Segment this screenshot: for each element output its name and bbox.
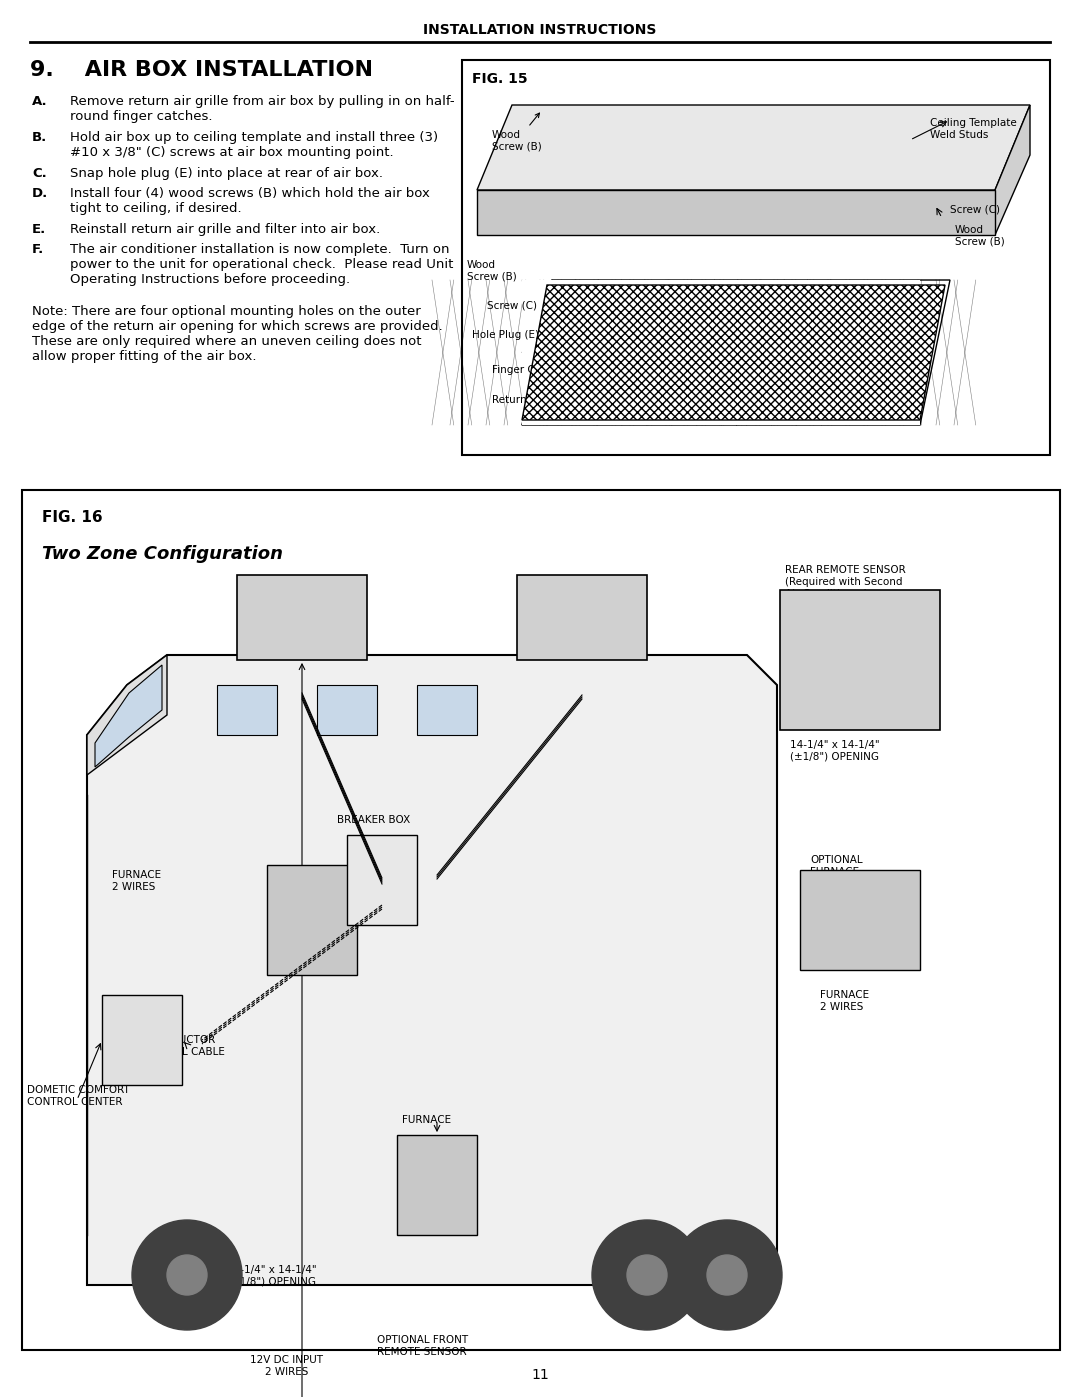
Text: Wood
Screw (B): Wood Screw (B) bbox=[467, 260, 516, 282]
Text: Screw (C): Screw (C) bbox=[950, 205, 1000, 215]
Text: 4-CONDUCTOR
CONTROL CABLE: 4-CONDUCTOR CONTROL CABLE bbox=[243, 630, 330, 651]
FancyBboxPatch shape bbox=[417, 685, 477, 735]
Text: Return Air Grille: Return Air Grille bbox=[492, 395, 576, 405]
FancyBboxPatch shape bbox=[318, 685, 377, 735]
FancyBboxPatch shape bbox=[347, 835, 417, 925]
Text: FURNACE: FURNACE bbox=[402, 1115, 451, 1125]
Text: Finger Catches: Finger Catches bbox=[492, 365, 569, 374]
Circle shape bbox=[592, 1220, 702, 1330]
Text: INSTALLATION INSTRUCTIONS: INSTALLATION INSTRUCTIONS bbox=[423, 22, 657, 36]
FancyBboxPatch shape bbox=[800, 870, 920, 970]
Text: FIG. 15: FIG. 15 bbox=[472, 73, 528, 87]
Polygon shape bbox=[87, 655, 777, 1285]
Text: D.: D. bbox=[32, 187, 49, 200]
Text: FURNACE
2 WIRES: FURNACE 2 WIRES bbox=[112, 870, 161, 891]
Text: Snap hole plug (E) into place at rear of air box.: Snap hole plug (E) into place at rear of… bbox=[70, 168, 383, 180]
Text: FURNACE
2 WIRES: FURNACE 2 WIRES bbox=[820, 990, 869, 1011]
Circle shape bbox=[132, 1220, 242, 1330]
Polygon shape bbox=[995, 105, 1030, 235]
FancyBboxPatch shape bbox=[102, 995, 183, 1085]
Text: 9.    AIR BOX INSTALLATION: 9. AIR BOX INSTALLATION bbox=[30, 60, 373, 80]
Polygon shape bbox=[477, 190, 995, 235]
Text: REAR REMOTE SENSOR
(Required with Second
Air Conditioner): REAR REMOTE SENSOR (Required with Second… bbox=[785, 564, 906, 598]
Text: Screw (C): Screw (C) bbox=[487, 300, 537, 310]
Text: Two Zone Configuration: Two Zone Configuration bbox=[42, 545, 283, 563]
Circle shape bbox=[672, 1220, 782, 1330]
Text: F.: F. bbox=[32, 243, 44, 256]
FancyBboxPatch shape bbox=[22, 490, 1059, 1350]
FancyBboxPatch shape bbox=[517, 576, 647, 659]
Text: Reinstall return air grille and filter into air box.: Reinstall return air grille and filter i… bbox=[70, 224, 380, 236]
FancyBboxPatch shape bbox=[522, 279, 920, 425]
Text: 115V AC
REAR A/C: 115V AC REAR A/C bbox=[537, 590, 586, 612]
Polygon shape bbox=[477, 105, 1030, 190]
Text: Remove return air grille from air box by pulling in on half-
round finger catche: Remove return air grille from air box by… bbox=[70, 95, 455, 123]
Polygon shape bbox=[95, 665, 162, 767]
Text: 4-CONDUCTOR
CONTROL CABLE: 4-CONDUCTOR CONTROL CABLE bbox=[137, 1035, 225, 1056]
Text: The air conditioner installation is now complete.  Turn on
power to the unit for: The air conditioner installation is now … bbox=[70, 243, 454, 286]
Text: FIG. 16: FIG. 16 bbox=[42, 510, 103, 525]
Text: OPTIONAL
FURNACE: OPTIONAL FURNACE bbox=[810, 855, 863, 876]
Text: Ceiling Template
Weld Studs: Ceiling Template Weld Studs bbox=[930, 117, 1016, 140]
Text: B.: B. bbox=[32, 131, 48, 144]
Circle shape bbox=[627, 1255, 667, 1295]
Text: 12V DC INPUT
2 WIRES: 12V DC INPUT 2 WIRES bbox=[251, 1355, 324, 1376]
Text: C.: C. bbox=[32, 168, 46, 180]
Text: 14-1/4" x 14-1/4"
(±1/8") OPENING: 14-1/4" x 14-1/4" (±1/8") OPENING bbox=[227, 1266, 316, 1287]
FancyBboxPatch shape bbox=[780, 590, 940, 731]
Text: Wood
Screw (B): Wood Screw (B) bbox=[492, 113, 542, 152]
Text: DOMETIC COMFORT
CONTROL CENTER: DOMETIC COMFORT CONTROL CENTER bbox=[27, 1085, 130, 1106]
Text: E.: E. bbox=[32, 224, 46, 236]
Text: 11: 11 bbox=[531, 1368, 549, 1382]
Text: Note: There are four optional mounting holes on the outer
edge of the return air: Note: There are four optional mounting h… bbox=[32, 305, 443, 363]
Circle shape bbox=[707, 1255, 747, 1295]
FancyBboxPatch shape bbox=[267, 865, 357, 975]
FancyBboxPatch shape bbox=[397, 1134, 477, 1235]
Text: Install four (4) wood screws (B) which hold the air box
tight to ceiling, if des: Install four (4) wood screws (B) which h… bbox=[70, 187, 430, 215]
Polygon shape bbox=[522, 285, 945, 420]
Text: BREAKER BOX: BREAKER BOX bbox=[337, 814, 410, 826]
Text: Hole Plug (E): Hole Plug (E) bbox=[472, 330, 539, 339]
Polygon shape bbox=[87, 655, 167, 775]
Text: Wood
Screw (B): Wood Screw (B) bbox=[612, 291, 662, 312]
Text: OPTIONAL FRONT
REMOTE SENSOR: OPTIONAL FRONT REMOTE SENSOR bbox=[377, 1336, 468, 1356]
Text: Wood
Screw (B): Wood Screw (B) bbox=[955, 225, 1004, 247]
Polygon shape bbox=[522, 279, 950, 425]
Text: 14-1/4" x 14-1/4"
(±1/8") OPENING: 14-1/4" x 14-1/4" (±1/8") OPENING bbox=[789, 740, 879, 761]
FancyBboxPatch shape bbox=[237, 576, 367, 659]
FancyBboxPatch shape bbox=[462, 60, 1050, 455]
Text: A.: A. bbox=[32, 95, 48, 108]
Text: Hold air box up to ceiling template and install three (3)
#10 x 3/8" (C) screws : Hold air box up to ceiling template and … bbox=[70, 131, 438, 159]
Circle shape bbox=[167, 1255, 207, 1295]
FancyBboxPatch shape bbox=[217, 685, 276, 735]
